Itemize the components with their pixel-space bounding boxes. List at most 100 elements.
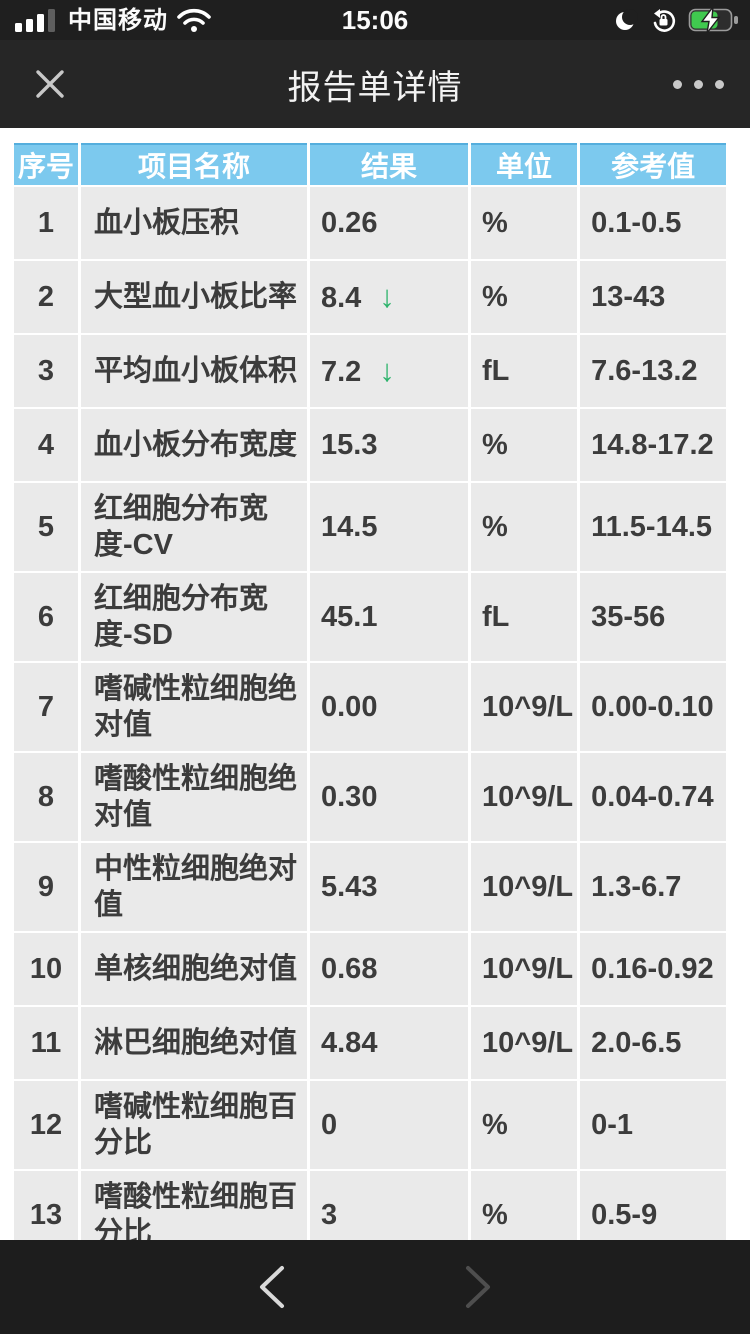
result-value: 0.00 xyxy=(321,691,378,723)
report-content[interactable]: 序号 项目名称 结果 单位 参考值 1 血小板压积 0.26 % 0.1-0.5… xyxy=(0,128,750,1240)
unit-cell: % xyxy=(471,1171,578,1240)
unit-cell: 10^9/L xyxy=(471,753,578,841)
unit-cell: 10^9/L xyxy=(471,1007,578,1079)
reference-cell: 0.04-0.74 xyxy=(580,753,727,841)
unit-cell: % xyxy=(471,409,578,481)
close-button[interactable] xyxy=(30,64,70,104)
unit-cell: % xyxy=(471,187,578,259)
table-row: 10 单核细胞绝对值 0.68 10^9/L 0.16-0.92 xyxy=(14,933,727,1005)
row-number: 6 xyxy=(14,573,78,661)
unit-cell: % xyxy=(471,483,578,571)
down-arrow-icon: ↓ xyxy=(379,352,395,388)
unit-cell: 10^9/L xyxy=(471,843,578,931)
back-button[interactable] xyxy=(252,1264,294,1310)
reference-cell: 0.1-0.5 xyxy=(580,187,727,259)
item-name: 红细胞分布宽度-CV xyxy=(81,483,307,571)
forward-button[interactable] xyxy=(456,1264,498,1310)
ellipsis-icon xyxy=(694,79,703,89)
chevron-right-icon xyxy=(466,1266,490,1308)
row-number: 10 xyxy=(14,933,78,1005)
orientation-lock-icon xyxy=(653,8,676,32)
reference-cell: 0.16-0.92 xyxy=(580,933,727,1005)
result-cell: 45.1 xyxy=(310,573,468,661)
item-name: 单核细胞绝对值 xyxy=(81,933,307,1005)
result-value: 0.68 xyxy=(321,953,378,985)
result-value: 4.84 xyxy=(321,1027,378,1059)
row-number: 11 xyxy=(14,1007,78,1079)
reference-cell: 2.0-6.5 xyxy=(580,1007,727,1079)
result-value: 0.30 xyxy=(321,781,378,813)
table-row: 2 大型血小板比率 8.4 ↓ % 13-43 xyxy=(14,261,727,333)
chevron-left-icon xyxy=(260,1266,284,1308)
header-unit: 单位 xyxy=(471,143,578,185)
header-item: 项目名称 xyxy=(81,143,307,185)
unit-cell: 10^9/L xyxy=(471,933,578,1005)
result-cell: 3 xyxy=(310,1171,468,1240)
row-number: 3 xyxy=(14,335,78,407)
row-number: 9 xyxy=(14,843,78,931)
header-result: 结果 xyxy=(310,143,468,185)
result-value: 7.2 xyxy=(321,355,362,388)
result-cell: 5.43 xyxy=(310,843,468,931)
reference-cell: 11.5-14.5 xyxy=(580,483,727,571)
item-name: 嗜酸性粒细胞绝对值 xyxy=(81,753,307,841)
row-number: 8 xyxy=(14,753,78,841)
reference-cell: 0.00-0.10 xyxy=(580,663,727,751)
item-name: 嗜碱性粒细胞百分比 xyxy=(81,1081,307,1169)
unit-cell: fL xyxy=(471,335,578,407)
table-row: 5 红细胞分布宽度-CV 14.5 % 11.5-14.5 xyxy=(14,483,727,571)
result-cell: 8.4 ↓ xyxy=(310,261,468,333)
result-cell: 0 xyxy=(310,1081,468,1169)
unit-cell: % xyxy=(471,261,578,333)
close-x-icon xyxy=(36,70,64,98)
row-number: 1 xyxy=(14,187,78,259)
battery-charging-icon xyxy=(688,7,738,33)
header-ref: 参考值 xyxy=(580,143,727,185)
unit-cell: % xyxy=(471,1081,578,1169)
bottom-navigation-bar xyxy=(0,1240,750,1334)
table-row: 9 中性粒细胞绝对值 5.43 10^9/L 1.3-6.7 xyxy=(14,843,727,931)
item-name: 红细胞分布宽度-SD xyxy=(81,573,307,661)
unit-cell: fL xyxy=(471,573,578,661)
more-options-button[interactable] xyxy=(673,64,724,104)
row-number: 4 xyxy=(14,409,78,481)
unit-cell: 10^9/L xyxy=(471,663,578,751)
row-number: 5 xyxy=(14,483,78,571)
lab-results-table: 序号 项目名称 结果 单位 参考值 1 血小板压积 0.26 % 0.1-0.5… xyxy=(11,141,729,1240)
reference-cell: 0.5-9 xyxy=(580,1171,727,1240)
nav-bar: 报告单详情 xyxy=(0,40,750,128)
table-row: 4 血小板分布宽度 15.3 % 14.8-17.2 xyxy=(14,409,727,481)
reference-cell: 13-43 xyxy=(580,261,727,333)
item-name: 血小板分布宽度 xyxy=(81,409,307,481)
item-name: 平均血小板体积 xyxy=(81,335,307,407)
reference-cell: 35-56 xyxy=(580,573,727,661)
reference-cell: 0-1 xyxy=(580,1081,727,1169)
reference-cell: 14.8-17.2 xyxy=(580,409,727,481)
result-cell: 4.84 xyxy=(310,1007,468,1079)
table-row: 8 嗜酸性粒细胞绝对值 0.30 10^9/L 0.04-0.74 xyxy=(14,753,727,841)
result-value: 5.43 xyxy=(321,871,378,903)
row-number: 12 xyxy=(14,1081,78,1169)
item-name: 淋巴细胞绝对值 xyxy=(81,1007,307,1079)
down-arrow-icon: ↓ xyxy=(379,278,395,314)
ellipsis-icon xyxy=(673,79,682,89)
carrier-label: 中国移动 xyxy=(68,7,168,34)
result-value: 0.26 xyxy=(321,207,378,239)
row-number: 7 xyxy=(14,663,78,751)
result-cell: 0.68 xyxy=(310,933,468,1005)
header-seq: 序号 xyxy=(14,143,78,185)
table-row: 1 血小板压积 0.26 % 0.1-0.5 xyxy=(14,187,727,259)
table-row: 3 平均血小板体积 7.2 ↓ fL 7.6-13.2 xyxy=(14,335,727,407)
table-row: 7 嗜碱性粒细胞绝对值 0.00 10^9/L 0.00-0.10 xyxy=(14,663,727,751)
result-value: 0 xyxy=(321,1109,338,1141)
wifi-icon xyxy=(177,8,211,32)
status-time: 15:06 xyxy=(341,4,409,35)
status-bar-left: 中国移动 xyxy=(0,7,212,33)
reference-cell: 7.6-13.2 xyxy=(580,335,727,407)
item-name: 大型血小板比率 xyxy=(81,261,307,333)
table-row: 12 嗜碱性粒细胞百分比 0 % 0-1 xyxy=(14,1081,727,1169)
result-value: 14.5 xyxy=(321,511,378,543)
result-value: 8.4 xyxy=(321,281,362,314)
table-row: 6 红细胞分布宽度-SD 45.1 fL 35-56 xyxy=(14,573,727,661)
ellipsis-icon xyxy=(715,79,724,89)
